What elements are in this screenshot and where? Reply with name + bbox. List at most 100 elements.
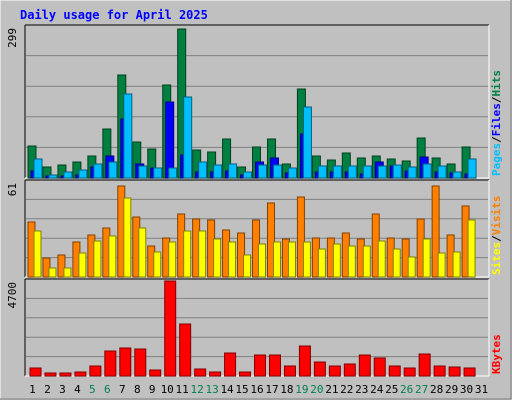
bar-kbytes-day-24 [373, 357, 386, 377]
bar-kbytes-day-15 [239, 371, 252, 377]
x-tick-label-28: 28 [430, 383, 443, 396]
bar-sites-day-6 [108, 235, 117, 278]
bar-sites-day-10 [168, 241, 177, 278]
x-tick-label-7: 7 [119, 383, 126, 396]
x-tick-label-27: 27 [415, 383, 428, 396]
bar-kbytes-day-6 [104, 350, 117, 377]
x-tick-label-18: 18 [280, 383, 293, 396]
x-tick-label-16: 16 [250, 383, 263, 396]
panel-visits-sites: 61 Sites/Visits [6, 179, 503, 278]
legend-separator: / [490, 96, 503, 103]
x-tick-label-19: 19 [295, 383, 308, 396]
panel-kbytes: 4700 KBytes [6, 278, 503, 377]
legend-entry-visits: Visits [490, 196, 503, 236]
bar-pages-day-19 [302, 106, 312, 179]
bar-kbytes-day-3 [59, 372, 72, 377]
x-tick-label-17: 17 [265, 383, 278, 396]
bar-kbytes-day-12 [194, 368, 207, 377]
legend-entry-pages: Pages [490, 143, 503, 176]
bar-kbytes-day-16 [254, 354, 267, 377]
bar-sites-day-20 [317, 248, 326, 278]
x-tick-label-13: 13 [205, 383, 218, 396]
bar-sites-day-11 [183, 230, 192, 278]
bar-kbytes-day-26 [403, 367, 416, 377]
legend-entry-files: Files [490, 103, 503, 136]
bar-kbytes-day-17 [268, 354, 281, 377]
x-tick-label-3: 3 [59, 383, 66, 396]
series-sites [33, 197, 476, 278]
bar-pages-day-6 [108, 161, 118, 179]
x-tick-label-31: 31 [475, 383, 488, 396]
x-tick-label-15: 15 [235, 383, 248, 396]
bar-pages-day-23 [362, 165, 372, 179]
bar-pages-day-25 [392, 164, 402, 179]
x-tick-label-8: 8 [134, 383, 141, 396]
bar-kbytes-day-4 [74, 371, 87, 377]
y-axis-max-label: 4700 [6, 282, 19, 309]
x-tick-label-21: 21 [325, 383, 338, 396]
bar-sites-day-26 [407, 256, 416, 278]
bar-pages-day-18 [287, 167, 297, 179]
bar-visits-day-19 [296, 196, 305, 278]
bar-pages-day-5 [93, 163, 103, 179]
x-tick-label-12: 12 [191, 383, 204, 396]
bar-pages-day-3 [63, 171, 73, 179]
bar-sites-day-14 [228, 241, 237, 278]
bar-visits-day-17 [266, 202, 275, 278]
bar-sites-day-4 [78, 252, 87, 278]
x-tick-label-29: 29 [445, 383, 458, 396]
bar-kbytes-day-27 [418, 353, 431, 377]
bar-kbytes-day-9 [149, 369, 162, 377]
series-pages [33, 93, 477, 179]
bar-pages-day-9 [153, 167, 163, 179]
bar-sites-day-17 [272, 241, 281, 278]
series-kbytes [29, 280, 476, 377]
x-tick-label-23: 23 [355, 383, 368, 396]
bar-pages-day-13 [213, 164, 223, 179]
legend: KBytes [490, 334, 503, 374]
bar-pages-day-15 [243, 171, 253, 179]
bar-kbytes-day-10 [164, 280, 177, 377]
bar-kbytes-day-22 [343, 363, 356, 377]
bar-pages-day-7 [123, 93, 133, 179]
bar-sites-day-29 [452, 251, 461, 278]
bar-pages-day-8 [138, 165, 148, 179]
bar-visits-day-28 [431, 185, 440, 278]
bar-sites-day-3 [63, 267, 72, 278]
x-tick-label-24: 24 [370, 383, 384, 396]
bar-kbytes-day-2 [44, 372, 57, 377]
chart-panels: 299Pages/Files/Hits61Sites/Visits4700KBy… [6, 24, 503, 377]
bar-pages-day-10 [168, 167, 178, 179]
bar-pages-day-30 [467, 158, 477, 179]
bar-sites-day-1 [33, 230, 42, 278]
x-tick-label-22: 22 [340, 383, 353, 396]
bar-kbytes-day-5 [89, 365, 102, 377]
bar-kbytes-day-21 [328, 365, 341, 377]
bar-pages-day-26 [407, 166, 417, 179]
bar-sites-day-28 [437, 252, 446, 278]
x-tick-label-20: 20 [310, 383, 323, 396]
y-axis-max-label: 61 [6, 183, 19, 196]
x-tick-label-5: 5 [89, 383, 96, 396]
x-tick-label-10: 10 [161, 383, 174, 396]
bar-kbytes-day-8 [134, 348, 147, 377]
bar-sites-day-27 [422, 238, 431, 278]
bar-pages-day-17 [272, 164, 282, 179]
bar-pages-day-16 [258, 164, 268, 179]
x-tick-label-6: 6 [104, 383, 111, 396]
legend-entry-kbytes: KBytes [490, 334, 503, 374]
x-axis: 1 2 3 4 5 6 7 8 9 10 11 12 13 14 15 16 17 18 19 20 21 22 23 24 2… [29, 383, 488, 396]
bar-kbytes-day-28 [433, 365, 446, 377]
chart-title: Daily usage for April 2025 [20, 8, 208, 22]
bar-files-day-10 [165, 101, 175, 179]
bar-sites-day-16 [258, 243, 267, 278]
bar-sites-day-9 [153, 251, 162, 278]
bar-pages-day-4 [78, 169, 88, 179]
bar-kbytes-day-7 [119, 347, 132, 377]
bar-sites-day-5 [93, 240, 102, 278]
bar-sites-day-12 [198, 230, 207, 278]
bar-pages-day-12 [198, 161, 208, 179]
bar-sites-day-24 [377, 240, 386, 278]
